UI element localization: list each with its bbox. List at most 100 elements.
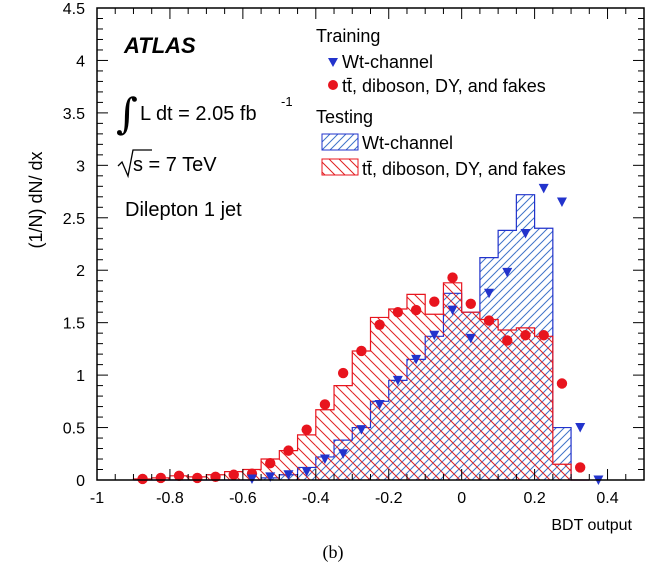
x-tick-label: -0.6: [229, 490, 257, 507]
training-signal-point: [447, 305, 458, 316]
legend-training-bkg-label: tt̄, diboson, DY, and fakes: [342, 76, 546, 96]
legend-triangle-marker: [328, 58, 338, 67]
atlas-label: ATLAS: [123, 33, 196, 58]
training-background-point: [483, 315, 495, 326]
y-tick-label: 2.5: [63, 211, 85, 228]
training-background-point: [410, 304, 422, 316]
training-background-point: [556, 378, 568, 389]
testing-background-bin: [315, 409, 335, 480]
training-background-point: [538, 330, 549, 341]
training-background-point: [228, 469, 239, 480]
training-signal-point: [429, 330, 440, 341]
training-signal-point: [556, 197, 567, 208]
training-signal-point: [338, 449, 349, 459]
testing-background-bin: [461, 312, 480, 480]
y-axis-label: (1/N) dN/ dx: [26, 151, 46, 248]
y-tick-label: 1: [76, 368, 85, 385]
training-background-point: [574, 462, 586, 473]
selection-label: Dilepton 1 jet: [125, 199, 242, 221]
training-signal-point: [265, 472, 276, 482]
training-background-point: [137, 473, 148, 485]
testing-background-bin: [352, 350, 371, 480]
testing-background-bin: [279, 450, 298, 480]
x-tick-label: 0: [457, 490, 466, 507]
testing-background-bin: [425, 314, 444, 480]
x-tick-label: -1: [90, 490, 104, 507]
y-tick-label: 2: [76, 263, 85, 280]
lumi-exponent: -1: [281, 94, 293, 109]
legend-testing-signal-label: Wt-channel: [362, 133, 453, 153]
legend-training-signal-label: Wt-channel: [342, 52, 433, 72]
training-background-point: [465, 298, 476, 309]
training-background-point: [374, 319, 385, 330]
testing-background-bin: [443, 282, 462, 480]
training-signal-point: [484, 288, 495, 299]
x-tick-label: -0.4: [302, 490, 330, 507]
training-background-point: [429, 296, 440, 307]
x-tick-label: -0.2: [375, 490, 403, 507]
testing-background-bin: [479, 319, 499, 480]
legend-training-title: Training: [316, 26, 380, 46]
training-background-point: [520, 330, 531, 341]
training-signal-point: [411, 354, 422, 365]
testing-background-bin: [552, 464, 572, 480]
histogram-layer: [132, 194, 590, 481]
y-tick-label: 0: [76, 473, 85, 490]
legend-signal-swatch: [321, 133, 359, 151]
y-tick-label: 3.5: [63, 106, 85, 123]
testing-background-bin: [297, 434, 316, 480]
integral-sign: ∫: [116, 89, 138, 138]
training-signal-point: [356, 425, 367, 435]
y-tick-label: 3: [76, 158, 85, 175]
training-background-point: [155, 472, 167, 484]
legend-testing-bkg-label: tt̄, diboson, DY, and fakes: [362, 159, 566, 179]
training-background-point: [319, 399, 331, 410]
testing-background-bin: [516, 327, 535, 480]
axis-ticks: -1 -0.8 -0.6 -0.4 -0.2 0 0.2 0.4 0 0.5 1 1.5 2 2.5 3 3.…: [63, 1, 645, 507]
testing-background-bin: [534, 336, 553, 480]
testing-background-bin: [334, 385, 353, 480]
training-background-point: [192, 472, 203, 484]
training-background-point: [265, 458, 276, 469]
training-background-point: [392, 306, 404, 318]
training-background-point: [502, 335, 513, 346]
y-tick-label: 0.5: [63, 421, 85, 438]
training-signal-point: [374, 399, 385, 410]
training-signal-point: [301, 467, 312, 477]
training-signal-point: [520, 229, 531, 239]
training-signal-point: [538, 183, 549, 194]
training-background-point: [447, 272, 458, 283]
lumi-label: L dt = 2.05 fb: [140, 103, 257, 125]
legend-circle-marker: [328, 80, 338, 90]
training-signal-point: [319, 454, 330, 465]
x-tick-label: -0.8: [156, 490, 184, 507]
training-background-point: [301, 424, 312, 435]
training-background-point: [283, 445, 294, 456]
legend: Training Wt-channel tt̄, diboson, DY, an…: [316, 26, 566, 179]
y-tick-label: 4: [76, 53, 85, 70]
x-axis-label: BDT output: [551, 517, 632, 534]
x-tick-label: 0.4: [596, 490, 618, 507]
training-signal-point: [246, 474, 257, 484]
training-signal-point: [392, 375, 403, 386]
panel-label: (b): [323, 542, 344, 563]
sqrt-sign: [117, 149, 152, 179]
testing-background-bin: [370, 317, 389, 480]
legend-testing-title: Testing: [316, 107, 373, 127]
testing-background-bin: [498, 330, 517, 480]
training-signal-point: [283, 470, 294, 480]
training-background-point: [356, 345, 367, 357]
training-signal-point: [502, 267, 513, 278]
y-tick-label: 4.5: [63, 1, 85, 18]
training-background-point: [173, 470, 185, 482]
testing-background-bin: [406, 294, 426, 480]
energy-label: s = 7 TeV: [133, 154, 217, 176]
training-signal-point: [465, 333, 476, 344]
y-tick-label: 1.5: [63, 316, 85, 333]
legend-bkg-swatch: [321, 158, 359, 176]
testing-background-bin: [388, 309, 407, 480]
training-background-point: [337, 367, 349, 379]
x-tick-label: 0.2: [523, 490, 545, 507]
training-signal-point: [575, 423, 586, 433]
